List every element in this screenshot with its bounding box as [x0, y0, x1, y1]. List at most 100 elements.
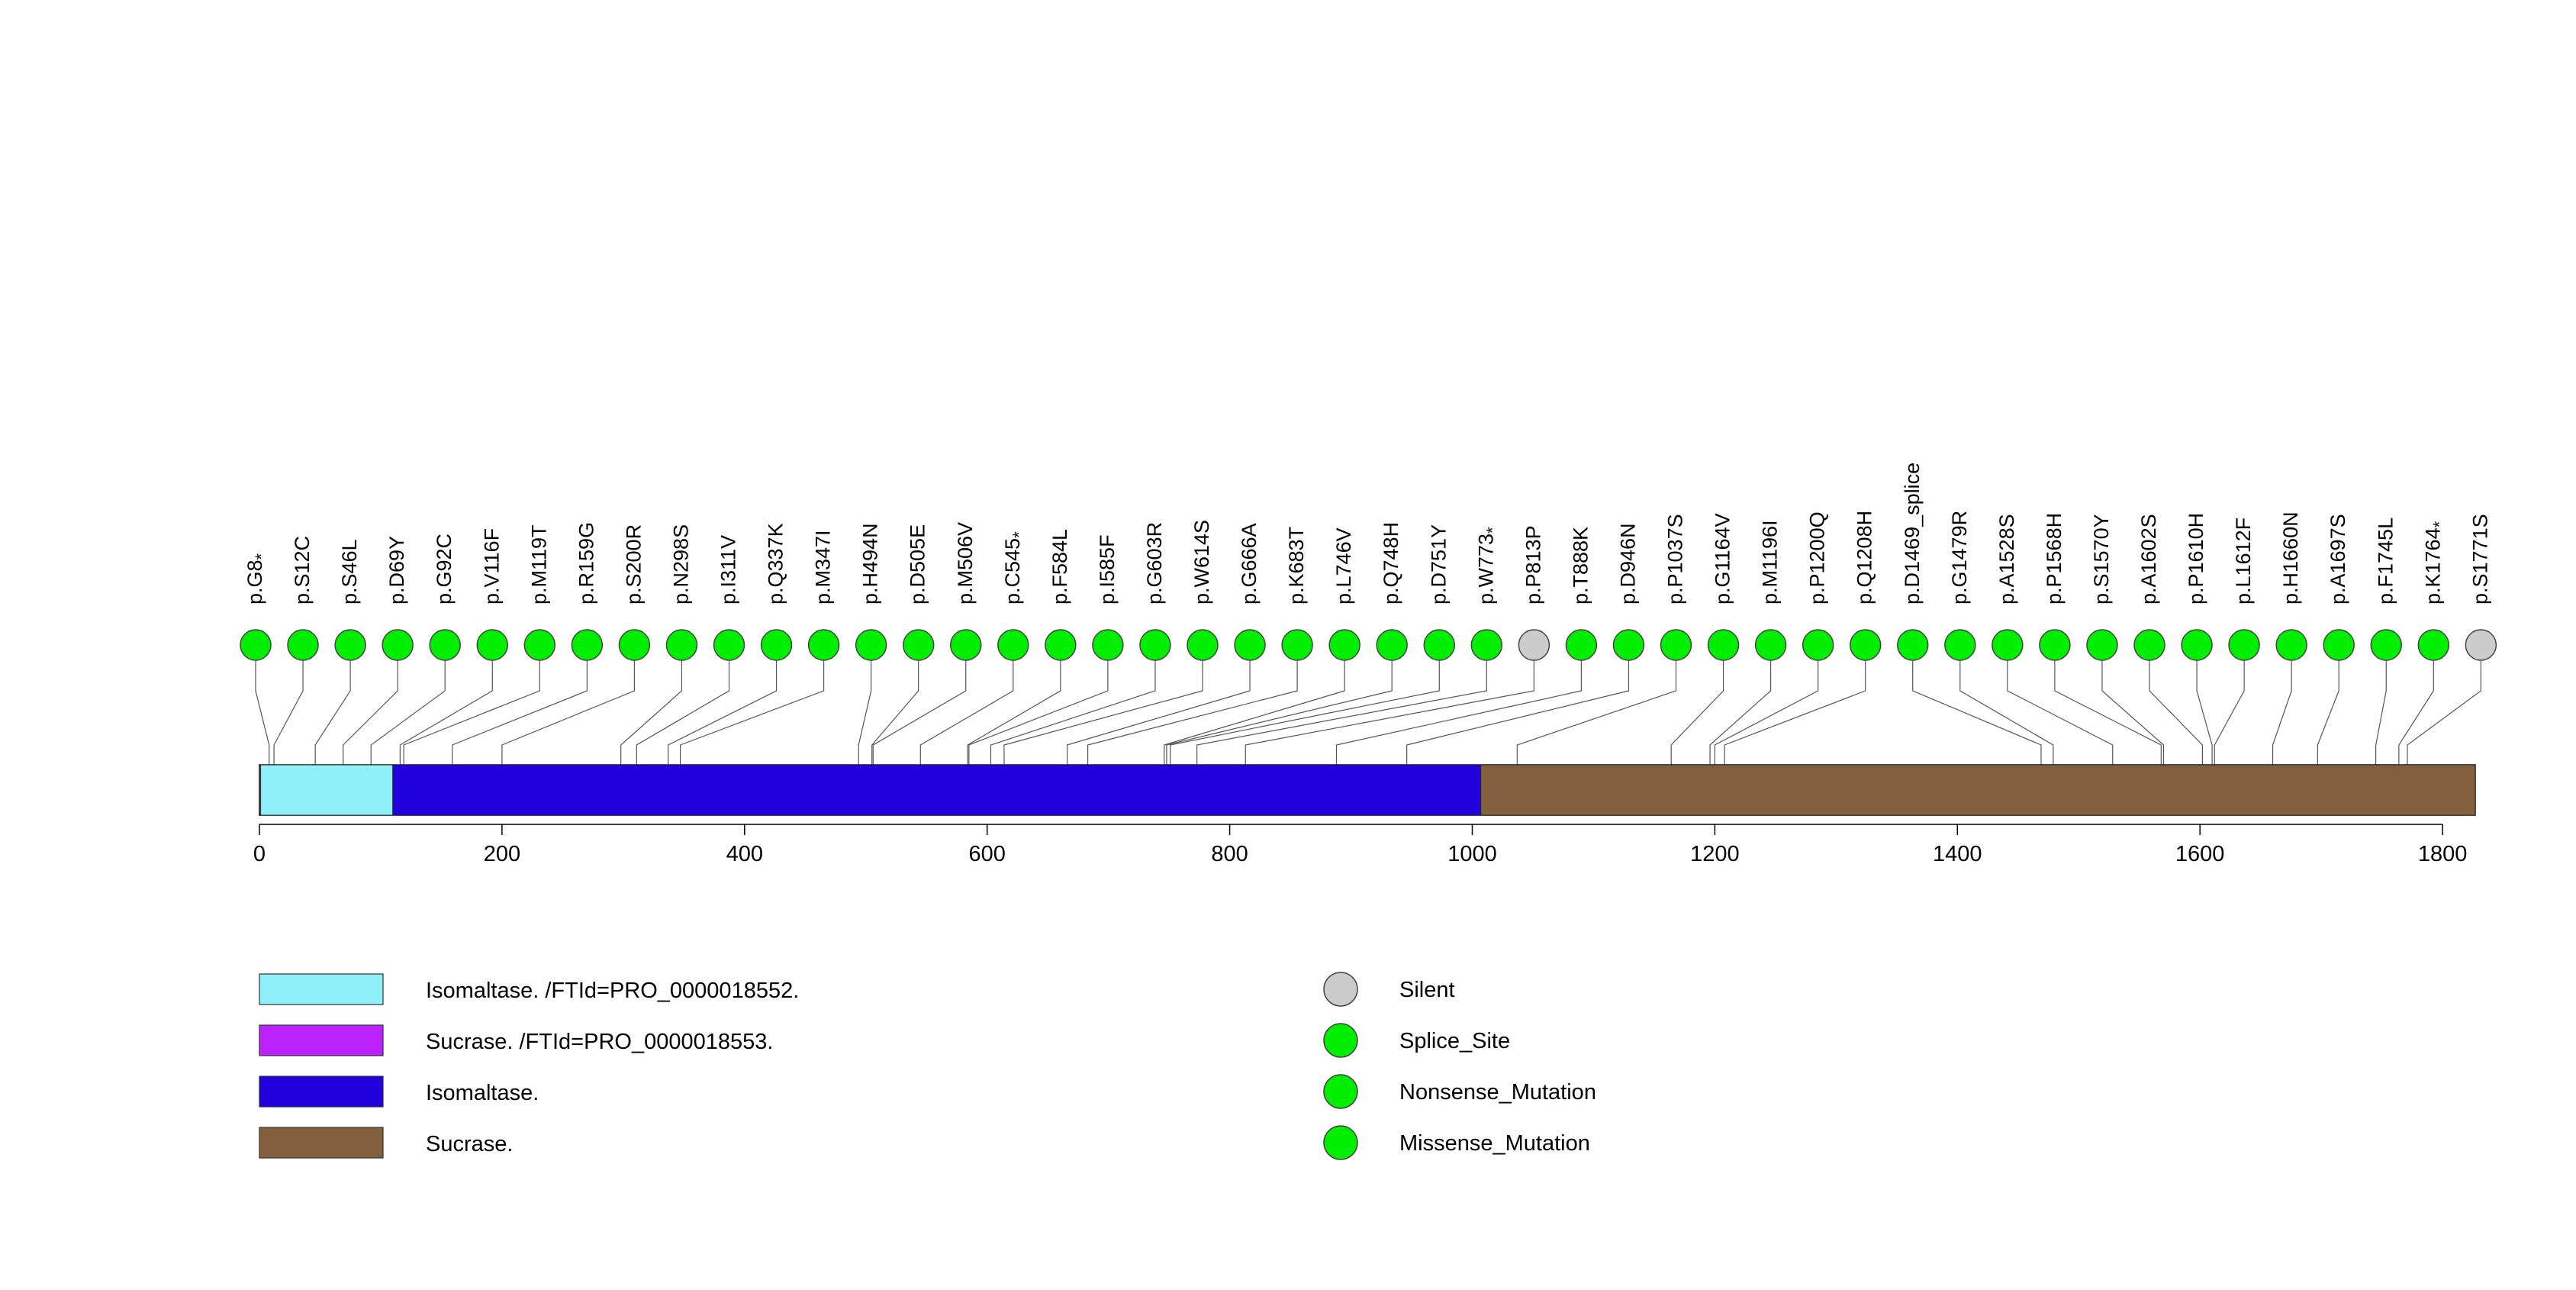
- mutation-marker-p-f1745l: [2370, 629, 2402, 661]
- domain-legend: Isomaltase. /FTId=PRO_0000018552. Sucrase…: [259, 973, 799, 1159]
- mutation-label-p-d1469-splice: p.D1469_splice: [1901, 463, 1924, 605]
- connector-p-t888k: [1335, 660, 1582, 765]
- legend-marker-nonsense-mutation: [1323, 1074, 1358, 1109]
- connector-p-w614s: [1003, 660, 1203, 765]
- connector-p-p1610h: [2196, 660, 2213, 765]
- mutation-label-p-s12c: p.S12C: [291, 536, 314, 605]
- mutation-marker-p-g1479r: [1944, 629, 1976, 661]
- connector-p-q337k: [668, 660, 778, 765]
- mutation-marker-p-q337k: [760, 629, 793, 661]
- mutation-label-p-a1697s: p.A1697S: [2326, 514, 2349, 605]
- mutation-marker-p-g8: [240, 629, 272, 661]
- connector-lines: [255, 660, 2481, 815]
- legend-label-sucrase: Sucrase.: [426, 1132, 513, 1156]
- mutation-label-p-m347i: p.M347I: [812, 530, 835, 605]
- mutation-marker-p-s1570y: [2086, 629, 2118, 661]
- x-tick-label-1000: 1000: [1447, 842, 1497, 866]
- connector-p-p1200q: [1714, 660, 1819, 765]
- mutation-marker-p-p1037s: [1660, 629, 1692, 661]
- mutation-marker-p-r159g: [571, 629, 604, 661]
- connector-p-d946n: [1406, 660, 1630, 765]
- connector-p-l746v: [1164, 660, 1345, 765]
- connector-p-m1196i: [1709, 660, 1772, 765]
- legend-label-isomaltase-ftid-pro-0000018552: Isomaltase. /FTId=PRO_0000018552.: [426, 979, 799, 1003]
- mutation-marker-p-w614s: [1187, 629, 1219, 661]
- connector-p-s200r: [501, 660, 636, 765]
- x-tick-label-600: 600: [968, 842, 1005, 866]
- mutation-marker-p-i311v: [713, 629, 745, 661]
- mutation-marker-p-p1200q: [1802, 629, 1834, 661]
- mutation-type-legend: Silent Splice_Site Nonsense_Mutation Missen…: [1323, 972, 1596, 1160]
- mutation-label-p-m506v: p.M506V: [954, 522, 977, 605]
- connector-p-m347i: [679, 660, 825, 765]
- mutation-marker-p-m119t: [523, 629, 556, 661]
- connector-p-i311v: [636, 660, 730, 765]
- connector-p-g1164v: [1670, 660, 1724, 765]
- domain-track: [259, 764, 2476, 816]
- mutation-marker-p-d1469-splice: [1897, 629, 1929, 661]
- mutation-marker-p-g666a: [1234, 629, 1266, 661]
- mutation-marker-p-s12c: [287, 629, 319, 661]
- connector-p-m506v: [872, 660, 967, 765]
- mutation-label-p-s200r: p.S200R: [622, 524, 645, 605]
- connector-p-n298s: [620, 660, 683, 765]
- mutation-label-p-p1200q: p.P1200Q: [1806, 511, 1829, 605]
- legend-swatch-isomaltase-ftid-pro-0000018552: [259, 973, 384, 1005]
- mutation-label-p-g666a: p.G666A: [1238, 523, 1261, 605]
- legend-label-nonsense-mutation: Nonsense_Mutation: [1399, 1080, 1596, 1105]
- mutation-marker-p-s1771s: [2465, 629, 2497, 661]
- legend-swatch-sucrase-ftid-pro-0000018553: [259, 1024, 384, 1056]
- mutation-label-p-q1208h: p.Q1208H: [1853, 511, 1876, 605]
- mutation-label-p-v116f: p.V116F: [480, 528, 503, 605]
- mutation-label-p-f584l: p.F584L: [1048, 529, 1071, 605]
- mutation-marker-p-v116f: [476, 629, 508, 661]
- mutation-marker-p-c545: [997, 629, 1029, 661]
- x-tick-label-1600: 1600: [2175, 842, 2225, 866]
- mutation-label-p-r159g: p.R159G: [575, 522, 597, 605]
- mutation-marker-p-l746v: [1328, 629, 1360, 661]
- mutation-label-p-s46l: p.S46L: [338, 539, 361, 605]
- connector-p-h1660n: [2272, 660, 2292, 765]
- mutation-marker-p-g1164v: [1707, 629, 1740, 661]
- connector-p-d505e: [871, 660, 919, 765]
- mutation-label-p-d751y: p.D751Y: [1427, 524, 1450, 605]
- mutation-label-p-p1568h: p.P1568H: [2043, 513, 2066, 605]
- mutation-label-p-k683t: p.K683T: [1285, 527, 1308, 605]
- mutation-marker-p-h1660n: [2275, 629, 2307, 661]
- mutation-label-p-h494n: p.H494N: [859, 523, 882, 605]
- mutation-label-p-a1528s: p.A1528S: [1995, 514, 2018, 605]
- connector-p-a1697s: [2317, 660, 2339, 765]
- connector-p-r159g: [452, 660, 588, 765]
- x-axis: 0 200 400 600 800 1000 1200 1400 1600 1800: [253, 824, 2467, 866]
- mutation-marker-p-i585f: [1092, 629, 1124, 661]
- connector-p-k683t: [1087, 660, 1298, 765]
- domain-isomaltase: [392, 764, 1482, 816]
- mutation-marker-p-p1610h: [2181, 629, 2213, 661]
- mutation-marker-p-l1612f: [2228, 629, 2260, 661]
- mutation-label-p-t888k: p.T888K: [1569, 527, 1592, 605]
- connector-p-v116f: [399, 660, 493, 765]
- legend-label-missense-mutation: Missense_Mutation: [1399, 1131, 1590, 1156]
- mutation-label-p-d505e: p.D505E: [906, 524, 929, 605]
- legend-marker-silent: [1323, 972, 1358, 1007]
- x-tick-label-200: 200: [484, 842, 520, 866]
- connector-p-p1037s: [1516, 660, 1677, 765]
- mutation-label-p-g603r: p.G603R: [1143, 522, 1166, 605]
- mutation-marker-p-a1697s: [2323, 629, 2355, 661]
- mutation-label-p-p1610h: p.P1610H: [2185, 513, 2207, 605]
- mutation-marker-p-a1528s: [1992, 629, 2024, 661]
- connector-p-w773: [1196, 660, 1487, 765]
- mutation-label-p-h1660n: p.H1660N: [2279, 511, 2302, 605]
- connector-p-m119t: [403, 660, 540, 765]
- mutation-label-p-f1745l: p.F1745L: [2374, 518, 2397, 605]
- mutation-marker-p-d946n: [1612, 629, 1645, 661]
- mutation-marker-p-q1208h: [1849, 629, 1882, 661]
- mutation-label-p-w614s: p.W614S: [1190, 520, 1213, 605]
- mutation-marker-p-k1764: [2417, 629, 2450, 661]
- legend-marker-splice-site: [1323, 1023, 1358, 1058]
- domain-sucrase: [1480, 764, 2476, 816]
- x-tick-label-800: 800: [1211, 842, 1248, 866]
- mutation-marker-p-a1602s: [2133, 629, 2165, 661]
- legend-label-silent: Silent: [1399, 978, 1455, 1002]
